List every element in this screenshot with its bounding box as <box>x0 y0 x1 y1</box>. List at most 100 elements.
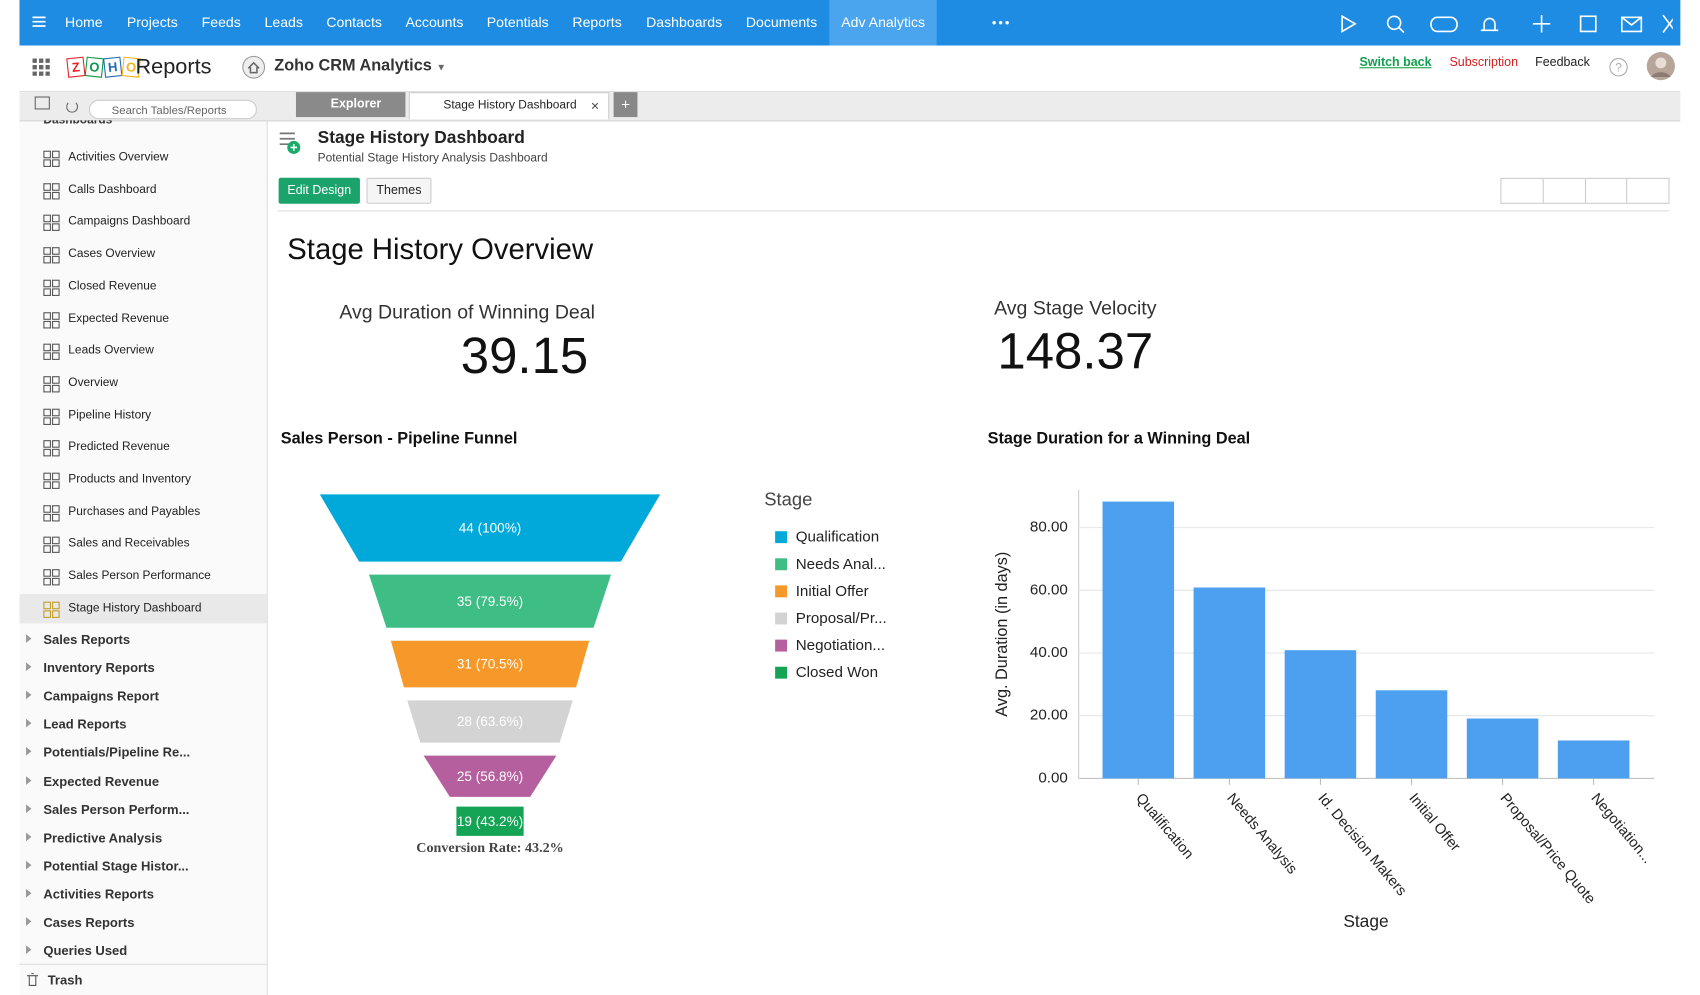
expand-arrow <box>26 747 32 757</box>
funnel-segment <box>423 755 557 797</box>
icon-square <box>43 279 51 288</box>
nav-item[interactable]: Home <box>65 14 103 31</box>
sidebar-item[interactable]: Campaigns Dashboard <box>20 207 267 236</box>
tab[interactable]: Explorer <box>295 92 406 118</box>
sidebar-item[interactable]: Predicted Revenue <box>20 433 267 462</box>
icon-square <box>52 159 60 167</box>
workspace-name[interactable]: Zoho CRM Analytics ▼ <box>274 56 446 75</box>
legend-label: Qualification <box>796 529 879 546</box>
sidebar-item[interactable]: Cases Overview <box>20 240 267 269</box>
expand-arrow <box>26 888 32 898</box>
brand: Reports <box>135 55 212 80</box>
add-widget-icon[interactable] <box>279 130 303 156</box>
nav-item[interactable]: Projects <box>126 14 178 31</box>
search-box[interactable]: Search Tables/Reports <box>88 99 257 120</box>
chart-title: Stage Duration for a Winning Deal <box>988 429 1251 447</box>
nav-item[interactable]: Adv Analytics <box>829 0 938 46</box>
x-tick-label: Proposal/Price Quote <box>1497 790 1599 907</box>
icon-square <box>43 215 51 223</box>
trash[interactable]: Trash <box>47 972 83 988</box>
legend-title: Stage <box>764 489 812 510</box>
add-tab[interactable]: + <box>613 92 638 118</box>
legend-swatch <box>775 585 788 598</box>
sidebar-item-label: Calls Dashboard <box>68 182 157 196</box>
refresh-icon[interactable] <box>66 100 79 113</box>
expand-arrow <box>26 634 32 643</box>
nav-item[interactable]: Dashboards <box>646 14 723 31</box>
sidebar-folder-label: Campaigns Report <box>43 688 160 704</box>
sidebar-item[interactable]: Closed Revenue <box>20 272 267 301</box>
share-button[interactable] <box>1585 178 1628 203</box>
expand-arrow <box>26 662 32 672</box>
expand-arrow <box>26 945 32 955</box>
sidebar-folder-label: Sales Reports <box>43 632 131 648</box>
icon-square <box>43 384 51 393</box>
icon-square <box>43 352 51 361</box>
dashboard-icon <box>43 408 60 425</box>
sidebar-item[interactable]: Activities Overview <box>20 143 267 172</box>
icon-square <box>52 320 60 328</box>
icon-square <box>52 408 60 416</box>
legend-label: Closed Won <box>796 664 878 681</box>
avatar[interactable] <box>1646 51 1676 81</box>
y-tick-label: 0.00 <box>1038 769 1068 786</box>
icon-square <box>52 247 60 255</box>
export-button[interactable] <box>1501 178 1544 203</box>
header-link[interactable]: Subscription <box>1449 56 1519 70</box>
more-icon[interactable] <box>990 17 1012 28</box>
sidebar-item[interactable]: Products and Inventory <box>20 465 267 494</box>
sidebar-item[interactable]: Sales and Receivables <box>20 529 267 558</box>
themes-button[interactable]: Themes <box>366 177 432 204</box>
nav-item[interactable]: Feeds <box>201 14 241 31</box>
tab[interactable]: Stage History Dashboard × <box>408 92 610 120</box>
edit-design-button[interactable]: Edit Design <box>278 177 360 204</box>
nav-icons[interactable] <box>1331 11 1673 37</box>
header-link[interactable]: Feedback <box>1535 56 1590 70</box>
menu-icon[interactable] <box>31 14 46 29</box>
sidebar-item[interactable]: Purchases and Payables <box>20 497 267 526</box>
nav-item[interactable]: Reports <box>572 14 622 31</box>
email-button[interactable] <box>1543 178 1586 203</box>
dashboard-icon <box>43 504 60 522</box>
funnel-segment <box>368 574 612 628</box>
nav-item[interactable]: Leads <box>264 14 303 31</box>
help-icon[interactable]: ? <box>1608 56 1630 78</box>
icon-square <box>52 150 60 159</box>
action-icons <box>1500 177 1670 204</box>
sidebar-item[interactable]: Stage History Dashboard <box>19 593 267 624</box>
icon-square <box>52 343 60 352</box>
nav-item[interactable]: Accounts <box>405 14 464 31</box>
bar <box>1466 718 1539 779</box>
nav-item[interactable]: Contacts <box>326 14 382 31</box>
divider <box>19 963 267 965</box>
apps-icon[interactable] <box>32 58 50 76</box>
funnel-label: 28 (63.6%) <box>457 714 523 729</box>
icon-square <box>52 440 60 449</box>
sidebar-item[interactable]: Calls Dashboard <box>20 175 267 204</box>
nav-item[interactable]: Documents <box>745 14 818 31</box>
funnel-label: 31 (70.5%) <box>457 657 523 672</box>
expand-arrow <box>26 917 32 926</box>
sidebar-item[interactable]: Overview <box>20 368 267 397</box>
sidebar-item-label: Products and Inventory <box>68 472 191 486</box>
dashboard-icon <box>43 215 60 232</box>
header-link[interactable]: Switch back <box>1359 56 1432 70</box>
sidebar-item-label: Stage History Dashboard <box>68 601 202 615</box>
nav-item[interactable]: Potentials <box>486 14 549 31</box>
folder-icon[interactable] <box>34 96 50 110</box>
sidebar-item[interactable]: Leads Overview <box>20 336 267 365</box>
icon-square <box>52 223 60 232</box>
home-icon[interactable] <box>242 55 266 79</box>
icon-square <box>43 408 51 416</box>
expand-arrow <box>26 719 32 728</box>
icon-square <box>52 311 60 320</box>
icon-square <box>52 504 60 513</box>
x-axis-label: Stage <box>1343 911 1388 931</box>
divider <box>277 210 1670 212</box>
sidebar-item[interactable]: Expected Revenue <box>20 304 267 333</box>
icon-square <box>52 279 60 288</box>
sidebar-item[interactable]: Sales Person Performance <box>20 562 267 591</box>
sidebar-item[interactable]: Pipeline History <box>20 401 267 430</box>
icon-square <box>43 311 51 320</box>
